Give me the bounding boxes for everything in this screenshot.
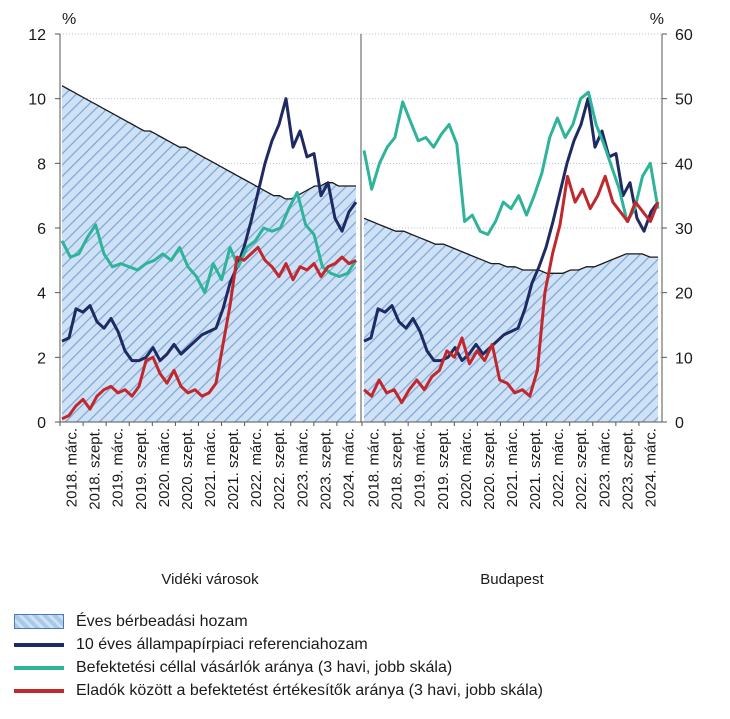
x-tick-label: 2022. márc. xyxy=(248,428,265,507)
x-tick-label: 2018. márc. xyxy=(64,428,81,507)
x-tick-label: 2022. márc. xyxy=(550,428,567,507)
axis-layer: 0 2 4 6 8 10 12 0 10 20 30 40 50 60% % 2018. márc. 2018.… xyxy=(28,11,693,588)
investor-sellers-line-videki xyxy=(61,245,357,421)
left-tick-label: 0 xyxy=(37,415,46,432)
legend-swatch-investor-buyers xyxy=(14,665,64,670)
x-tick-label: 2021. márc. xyxy=(504,428,521,507)
x-tick-label: 2019. márc. xyxy=(412,428,429,507)
legend-item-investor-buyers: Befektetési céllal vásárlók aránya (3 ha… xyxy=(14,656,724,679)
right-tick-label: 10 xyxy=(675,350,693,367)
x-tick-label: 2024. márc. xyxy=(340,428,357,507)
legend-swatch-gov-bond xyxy=(14,642,64,647)
investor-buyers-line-videki xyxy=(60,190,358,295)
rental-yield-area-videki xyxy=(62,85,356,422)
line-layer xyxy=(60,90,660,421)
legend-item-rental-yield: Éves bérbeadási hozam xyxy=(14,610,724,633)
x-tick-label: 2021. márc. xyxy=(202,428,219,507)
panel-lines-budapest xyxy=(362,90,660,405)
right-tick-label: 40 xyxy=(675,156,693,173)
investor-buyers-line-budapest xyxy=(362,90,660,236)
legend-label-investor-buyers: Befektetési céllal vásárlók aránya (3 ha… xyxy=(76,658,453,676)
gov-bond-line-videki xyxy=(61,97,358,363)
left-tick-label: 2 xyxy=(37,350,46,367)
left-unit-label: % xyxy=(62,11,76,28)
x-tick-label: 2024. márc. xyxy=(642,428,659,507)
x-tick-label: 2020. szept. xyxy=(179,428,196,510)
x-tick-label: 2020. márc. xyxy=(156,428,173,507)
area-layer xyxy=(61,85,658,422)
right-tick-label: 30 xyxy=(675,221,693,238)
x-tick-label: 2023. szept. xyxy=(317,428,334,510)
panel-label-budapest: Budapest xyxy=(480,571,544,588)
rental-yield-line-videki xyxy=(61,85,356,200)
legend-swatch-rental-yield xyxy=(14,614,64,629)
right-tick-label: 20 xyxy=(675,286,693,303)
left-tick-label: 4 xyxy=(37,286,46,303)
investor-sellers-line-budapest xyxy=(363,174,660,405)
left-tick-label: 10 xyxy=(28,92,46,109)
x-tick-label: 2018. márc. xyxy=(366,428,383,507)
left-tick-label: 6 xyxy=(37,221,46,238)
legend-swatch-investor-sellers xyxy=(14,688,64,693)
right-tick-label: 50 xyxy=(675,92,693,109)
left-tick-label: 8 xyxy=(37,156,46,173)
legend-item-investor-sellers: Eladók között a befektetést értékesítők … xyxy=(14,679,724,702)
legend-item-gov-bond: 10 éves állampapírpiaci referenciahozam xyxy=(14,633,724,656)
legend-label-rental-yield: Éves bérbeadási hozam xyxy=(76,612,248,630)
left-tick-label: 12 xyxy=(28,27,46,44)
right-tick-label: 0 xyxy=(675,415,684,432)
x-tick-label: 2023. szept. xyxy=(619,428,636,510)
panel-lines-videki xyxy=(60,97,358,421)
x-tick-label: 2023. márc. xyxy=(596,428,613,507)
chart-area: 0 2 4 6 8 10 12 0 10 20 30 40 50 60% % 2018. márc. 2018.… xyxy=(28,11,693,588)
x-tick-label: 2020. márc. xyxy=(458,428,475,507)
x-tick-label: 2021. szept. xyxy=(527,428,544,510)
x-tick-label: 2022. szept. xyxy=(271,428,288,510)
legend-label-gov-bond: 10 éves állampapírpiaci referenciahozam xyxy=(76,635,368,653)
x-tick-label: 2019. szept. xyxy=(133,428,150,510)
x-tick-label: 2019. márc. xyxy=(110,428,127,507)
x-tick-label: 2018. szept. xyxy=(389,428,406,510)
x-tick-label: 2023. márc. xyxy=(294,428,311,507)
legend: Éves bérbeadási hozam 10 éves állampapír… xyxy=(14,610,724,702)
x-tick-label: 2018. szept. xyxy=(87,428,104,510)
legend-label-investor-sellers: Eladók között a befektetést értékesítők … xyxy=(76,681,543,699)
panel-label-videki: Vidéki városok xyxy=(161,571,259,588)
rental-yield-line-budapest xyxy=(363,217,658,274)
right-unit-label: % xyxy=(650,11,664,28)
x-tick-label: 2022. szept. xyxy=(573,428,590,510)
right-tick-label: 60 xyxy=(675,27,693,44)
x-tick-label: 2020. szept. xyxy=(481,428,498,510)
x-tick-label: 2019. szept. xyxy=(435,428,452,510)
x-tick-label: 2021. szept. xyxy=(225,428,242,510)
